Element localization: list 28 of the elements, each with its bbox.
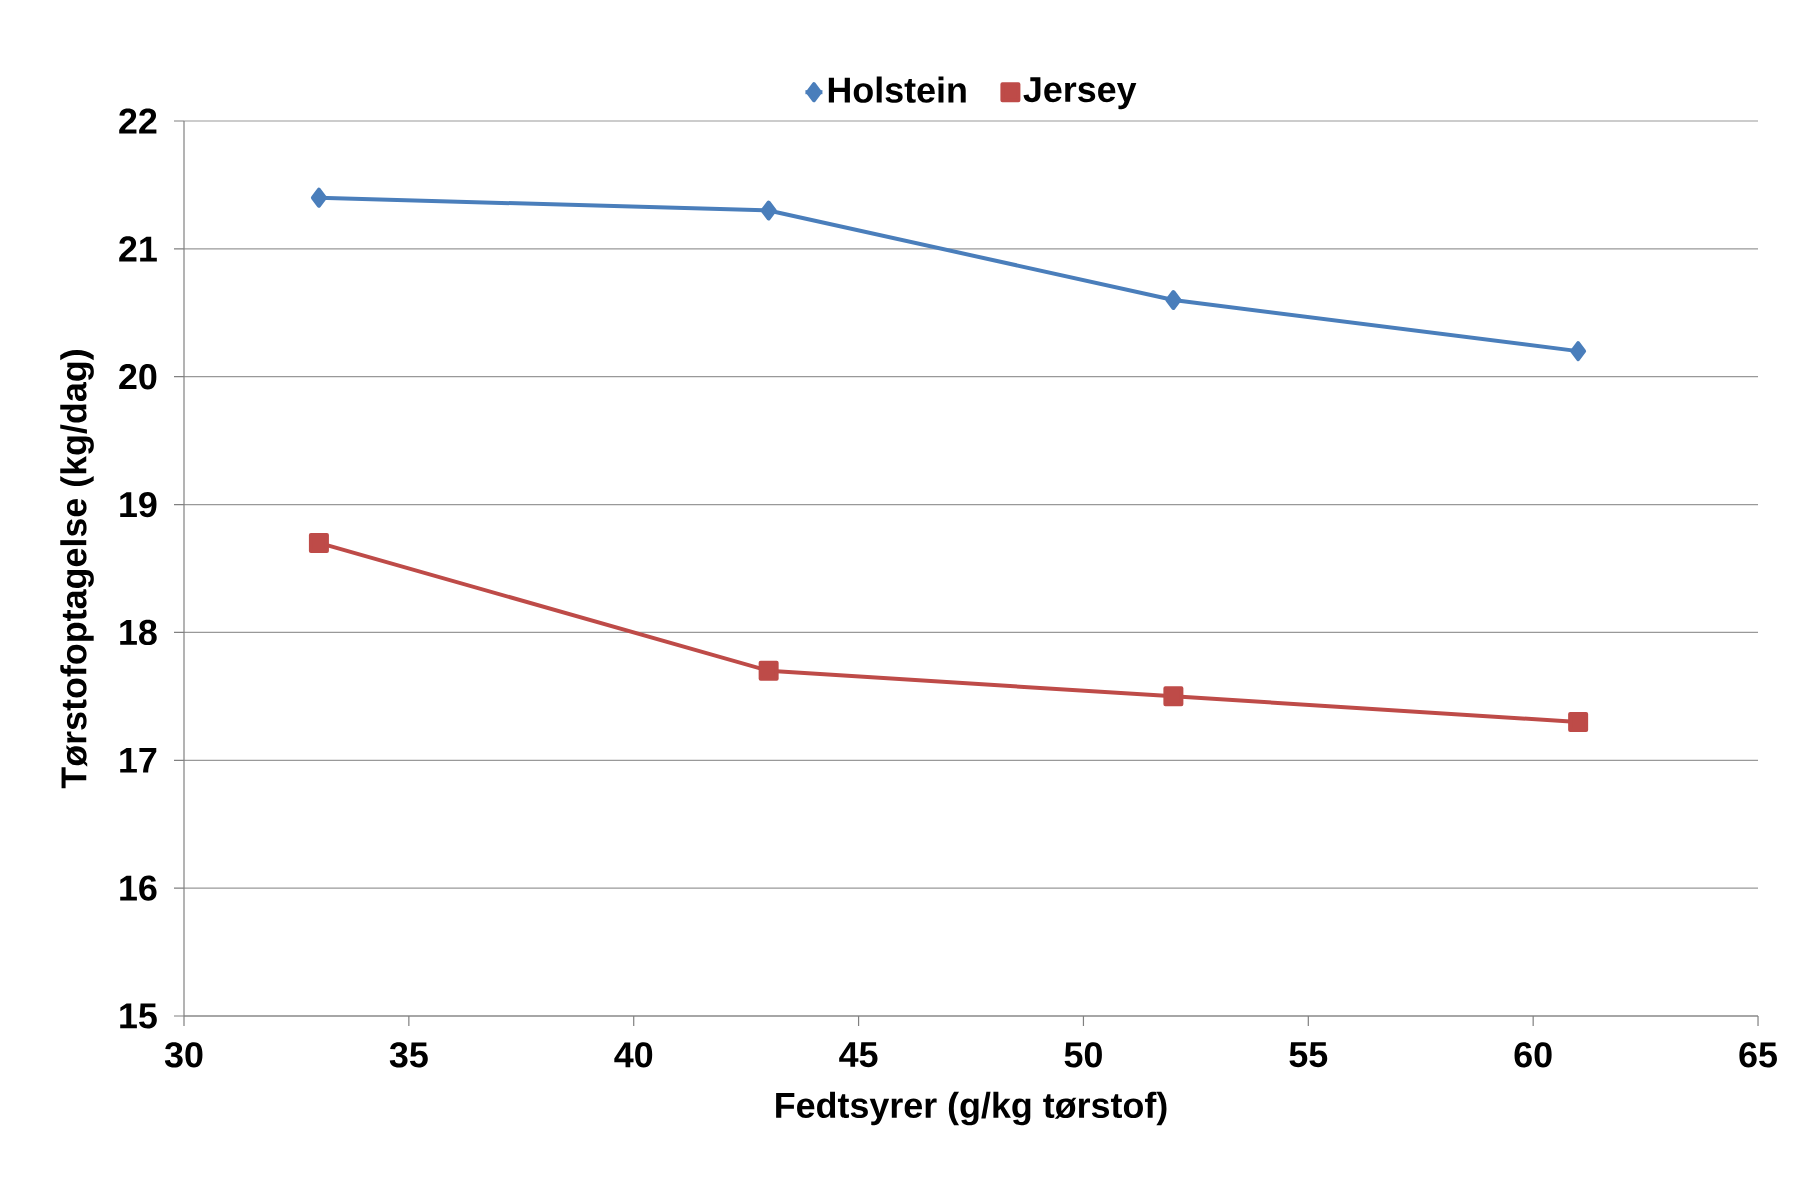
point bbox=[1570, 341, 1587, 362]
legend-label: Jersey bbox=[1023, 77, 1137, 110]
y-tick-label: 15 bbox=[120, 1003, 157, 1029]
y-tick-label: 22 bbox=[119, 108, 157, 134]
point bbox=[758, 660, 779, 681]
x-tick-label: 65 bbox=[1739, 1042, 1777, 1068]
x-tick-label: 55 bbox=[1289, 1042, 1328, 1068]
y-tick-label: 21 bbox=[119, 236, 157, 262]
point bbox=[1163, 686, 1184, 707]
y-tick-label: 16 bbox=[120, 875, 157, 901]
legend-label: Holstein bbox=[828, 76, 966, 103]
y-tick-label: 18 bbox=[120, 619, 157, 646]
point bbox=[1165, 290, 1182, 310]
x-tick-label: 50 bbox=[1064, 1042, 1102, 1068]
point bbox=[308, 532, 329, 553]
y-tick-label: 17 bbox=[120, 747, 157, 773]
y-tick-label: 19 bbox=[120, 491, 157, 518]
x-tick-label: 45 bbox=[839, 1042, 878, 1068]
point bbox=[760, 200, 777, 221]
x-tick-label: 60 bbox=[1514, 1042, 1552, 1068]
x-axis-title: Fedtsyrer (g/kg tørstof) bbox=[776, 1091, 1167, 1126]
point bbox=[1568, 711, 1589, 732]
point bbox=[310, 187, 327, 208]
y-tick-label: 20 bbox=[119, 364, 157, 390]
x-tick-label: 35 bbox=[389, 1042, 428, 1068]
x-tick-label: 40 bbox=[614, 1042, 653, 1068]
x-tick-label: 30 bbox=[164, 1042, 203, 1068]
y-axis-title: Tørstofoptagelse (kg/dag) bbox=[60, 350, 94, 789]
